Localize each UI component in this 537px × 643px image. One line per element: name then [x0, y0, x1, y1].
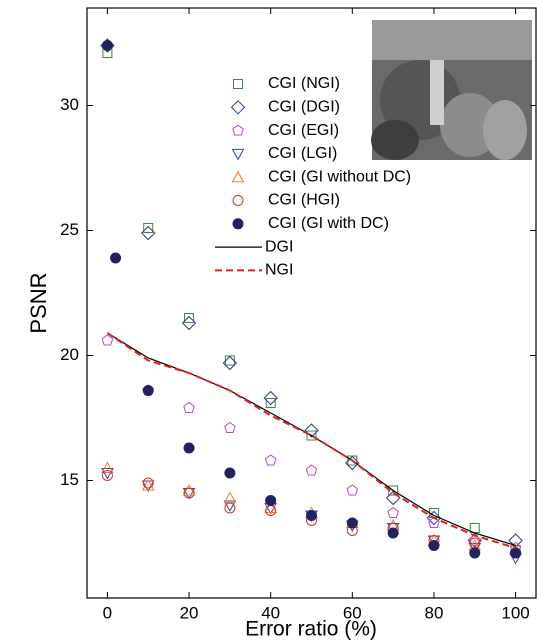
point	[387, 506, 399, 518]
point	[183, 442, 195, 454]
point	[183, 487, 195, 499]
x-tick-label: 80	[424, 603, 443, 622]
x-axis-label: Error ratio (%)	[245, 618, 377, 641]
point	[264, 501, 278, 513]
legend-marker	[231, 170, 245, 183]
legend-marker	[233, 79, 243, 89]
legend-marker	[232, 218, 244, 230]
x-tick-label: 100	[501, 603, 529, 622]
legend-label: CGI (GI without DC)	[268, 168, 411, 185]
legend-marker	[232, 195, 244, 206]
point	[265, 398, 276, 408]
point	[468, 534, 481, 546]
legend-label: CGI (GI with DC)	[268, 215, 389, 232]
point	[110, 252, 122, 264]
point	[265, 495, 277, 506]
point	[306, 510, 317, 521]
y-tick-label: 25	[60, 220, 79, 239]
series-line	[106, 332, 516, 549]
point	[345, 455, 360, 471]
x-tick-label: 20	[180, 603, 199, 622]
y-tick-label: 30	[60, 95, 79, 114]
point	[224, 502, 236, 514]
legend-marker	[232, 124, 244, 136]
point	[223, 500, 237, 513]
legend-marker	[230, 100, 246, 115]
point	[263, 390, 278, 406]
point	[304, 423, 319, 438]
point	[346, 484, 359, 496]
point	[428, 516, 440, 528]
x-tick-label: 40	[261, 603, 280, 622]
point	[224, 421, 236, 433]
point	[143, 223, 154, 233]
point	[101, 461, 114, 473]
point	[306, 430, 317, 441]
legend-label: NGI	[265, 262, 293, 279]
point	[101, 334, 114, 346]
point	[346, 517, 358, 529]
x-tick-label: 0	[103, 603, 112, 622]
point	[224, 355, 235, 366]
point	[305, 464, 318, 476]
point	[181, 315, 197, 331]
legend-label: DGI	[265, 238, 293, 255]
y-tick-label: 15	[60, 470, 79, 489]
point	[141, 225, 156, 241]
point	[426, 510, 442, 526]
point	[428, 540, 440, 551]
point	[510, 547, 522, 559]
point	[469, 547, 481, 559]
point	[184, 313, 195, 323]
point	[387, 527, 399, 539]
point	[182, 483, 196, 496]
point	[101, 470, 113, 481]
point	[101, 468, 114, 480]
plot-frame	[86, 7, 537, 599]
y-tick-label: 20	[60, 345, 79, 364]
legend-label: CGI (LGI)	[268, 145, 337, 162]
point	[101, 40, 113, 51]
x-tick-label: 60	[343, 603, 362, 622]
legend-marker	[231, 148, 245, 161]
legend-label: CGI (DGI)	[268, 99, 340, 116]
point	[142, 477, 154, 489]
legend-label: CGI (HGI)	[268, 192, 340, 209]
legend-label: CGI (NGI)	[268, 75, 340, 92]
legend-label: CGI (EGI)	[268, 122, 339, 139]
point	[222, 355, 238, 371]
point	[224, 467, 236, 479]
point	[141, 478, 155, 491]
point	[264, 454, 277, 466]
point	[183, 401, 195, 413]
y-axis-label: PSNR	[26, 272, 51, 333]
inset-image	[371, 20, 532, 160]
point	[142, 385, 154, 396]
